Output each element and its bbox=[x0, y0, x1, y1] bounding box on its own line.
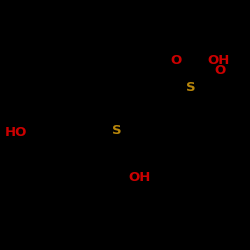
Text: HO: HO bbox=[5, 126, 27, 139]
Text: S: S bbox=[112, 124, 122, 136]
Text: O: O bbox=[215, 64, 226, 76]
Text: OH: OH bbox=[128, 171, 150, 184]
Text: S: S bbox=[186, 81, 196, 94]
Text: O: O bbox=[170, 54, 182, 66]
Text: OH: OH bbox=[207, 54, 229, 66]
